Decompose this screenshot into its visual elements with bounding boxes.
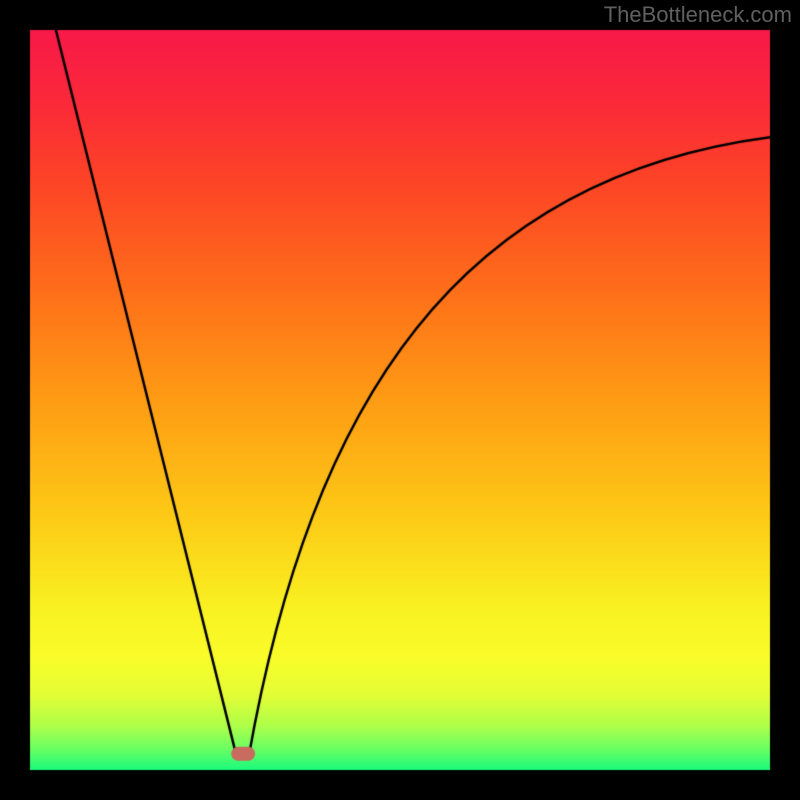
chart-container: TheBottleneck.com	[0, 0, 800, 800]
watermark-text: TheBottleneck.com	[604, 2, 792, 28]
bottleneck-chart-canvas	[0, 0, 800, 800]
